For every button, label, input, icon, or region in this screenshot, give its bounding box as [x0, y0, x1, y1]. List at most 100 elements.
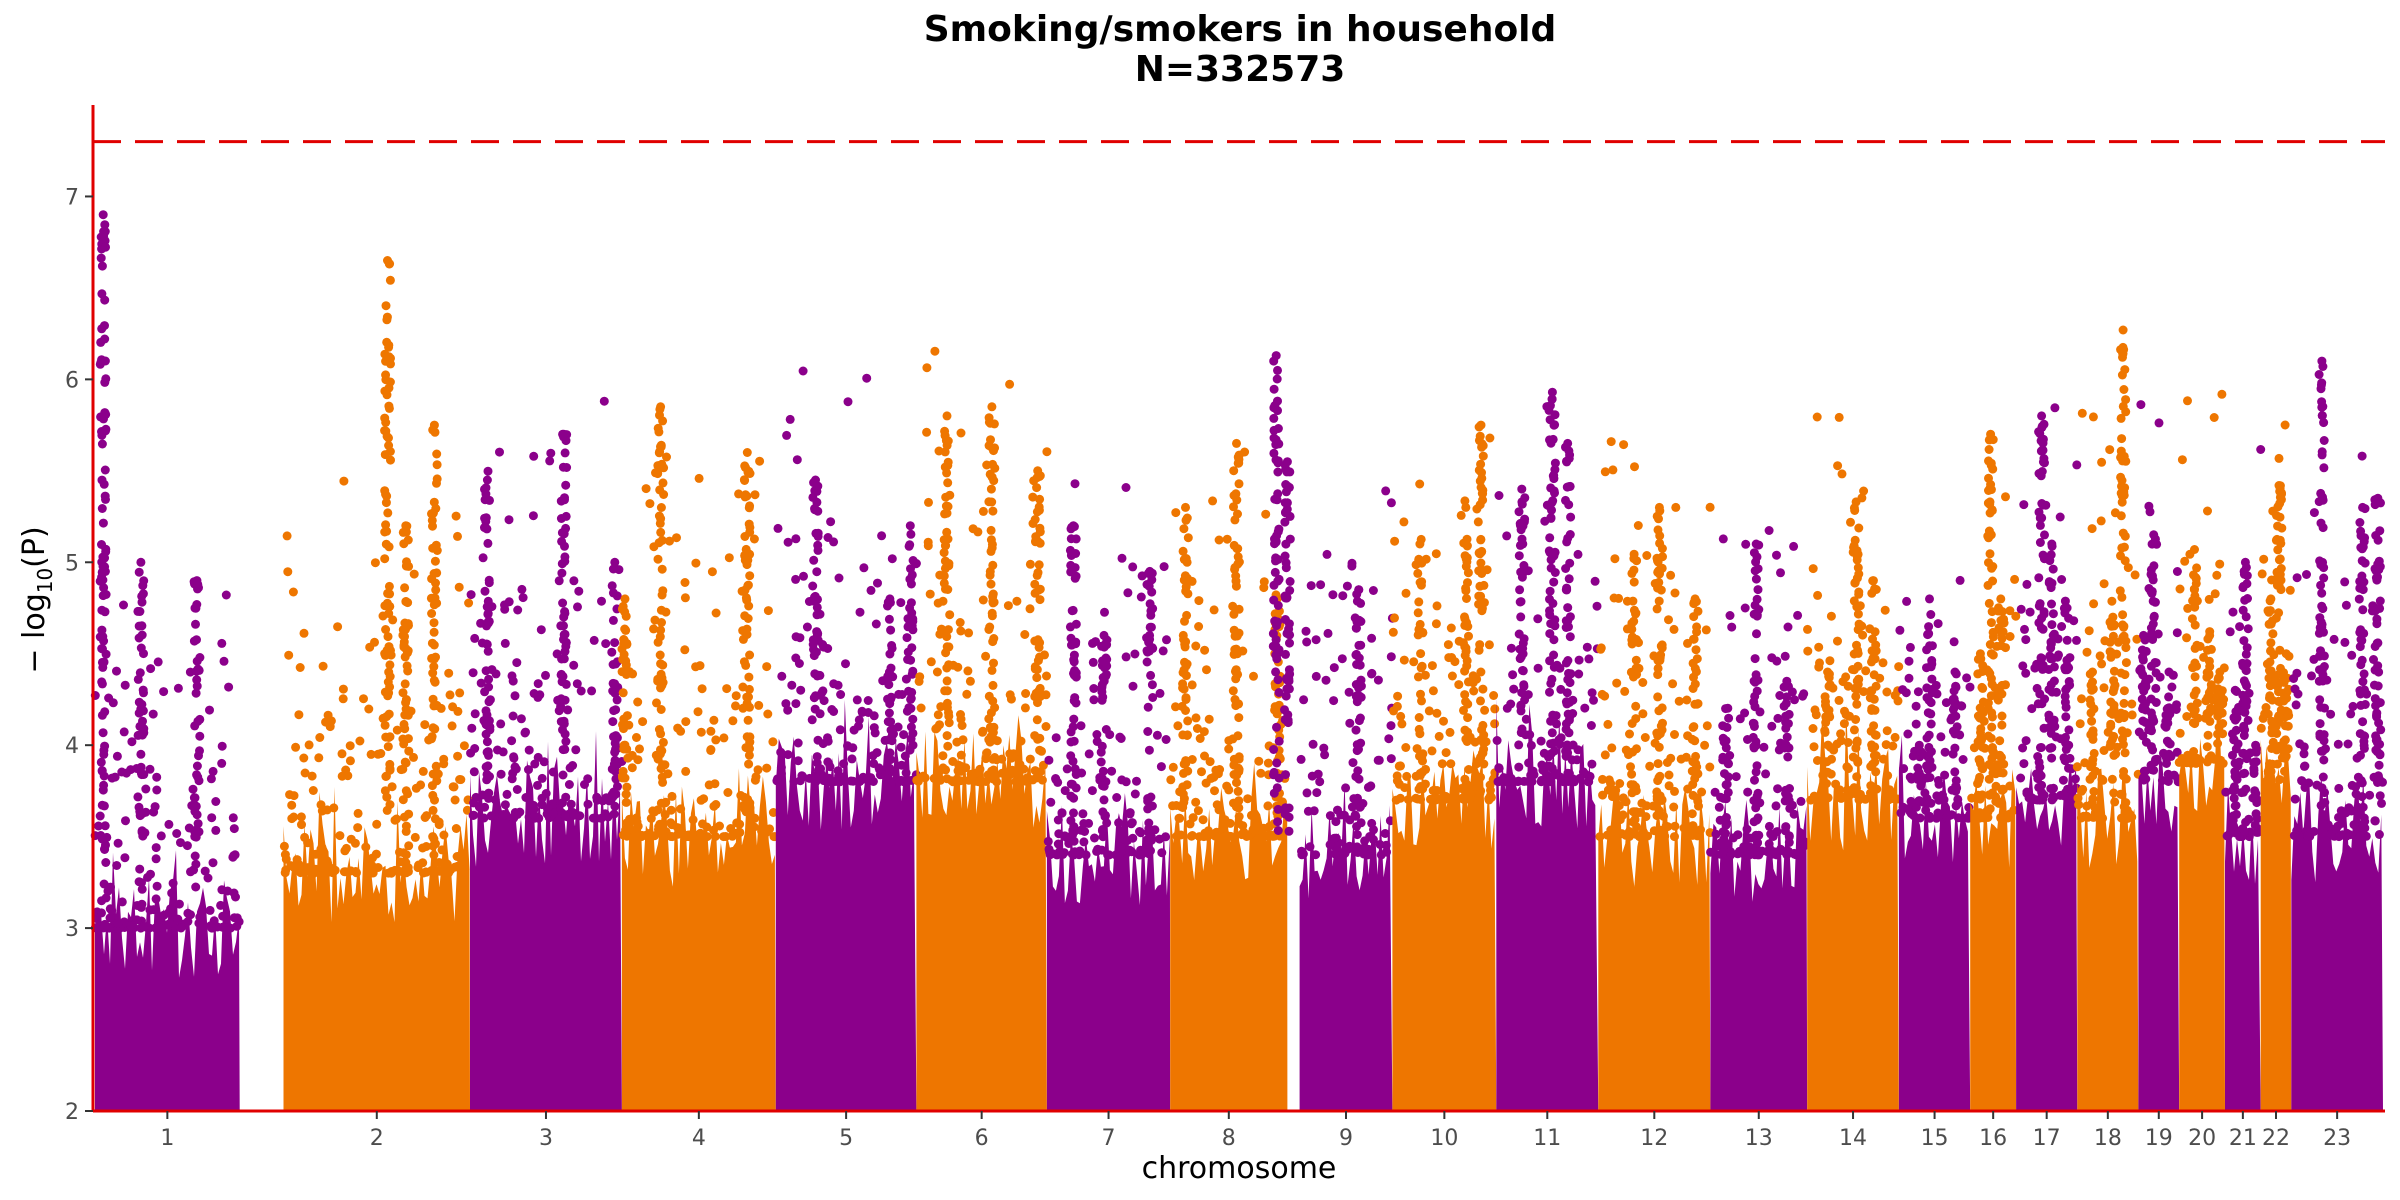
- snp-point: [1458, 638, 1468, 648]
- snp-point: [1198, 815, 1208, 825]
- snp-point: [812, 610, 822, 620]
- snp-point: [229, 824, 239, 834]
- snp-point: [97, 430, 107, 440]
- snp-point: [447, 721, 457, 731]
- snp-point: [1386, 754, 1396, 764]
- snp-point: [638, 717, 648, 727]
- snp-point: [283, 567, 293, 577]
- snp-point: [1833, 787, 1843, 797]
- snp-point: [366, 749, 376, 759]
- snp-point: [2241, 612, 2251, 622]
- snp-point: [1631, 701, 1641, 711]
- snp-point: [938, 751, 948, 761]
- snp-point: [1653, 663, 1663, 673]
- snp-point: [962, 689, 972, 699]
- snp-point: [221, 590, 231, 600]
- snp-point: [2145, 507, 2155, 517]
- snp-point: [1460, 614, 1470, 624]
- snp-point: [2221, 787, 2231, 797]
- snp-point: [1143, 727, 1153, 736]
- snp-point: [589, 635, 599, 645]
- peak-point: [2251, 740, 2261, 750]
- snp-point: [681, 766, 691, 776]
- snp-point: [1903, 729, 1913, 739]
- snp-point: [1721, 820, 1731, 830]
- snp-point: [787, 680, 797, 690]
- chart-subtitle: N=332573: [1135, 49, 1346, 90]
- snp-point: [2085, 774, 2095, 784]
- snp-point: [1949, 696, 1959, 706]
- peak-point: [1690, 594, 1700, 604]
- snp-point: [854, 777, 864, 787]
- snp-point: [545, 456, 555, 466]
- snp-point: [955, 618, 965, 627]
- snp-point: [1994, 623, 2004, 633]
- snp-point: [1514, 551, 1524, 561]
- snp-point: [1306, 581, 1316, 591]
- snp-point: [353, 808, 363, 818]
- snp-point: [190, 721, 200, 731]
- snp-point: [1342, 581, 1352, 591]
- snp-point: [633, 697, 643, 707]
- snp-point: [870, 728, 880, 738]
- snp-point: [2228, 785, 2238, 795]
- snp-point: [1443, 640, 1453, 650]
- snp-point: [455, 851, 465, 861]
- snp-point: [1401, 743, 1411, 752]
- snp-point: [294, 710, 304, 720]
- snp-point: [1638, 709, 1648, 719]
- snp-point: [1080, 827, 1090, 836]
- snp-point: [745, 803, 755, 813]
- snp-point: [653, 554, 663, 564]
- snp-point: [97, 625, 107, 635]
- snp-point: [318, 661, 328, 671]
- snp-point: [191, 859, 201, 869]
- snp-point: [97, 908, 106, 918]
- snp-point: [1373, 675, 1383, 685]
- snp-point: [916, 703, 926, 713]
- snp-point: [1913, 763, 1923, 773]
- chromosome-18-dense-band: [2077, 768, 2139, 1111]
- snp-point: [1800, 841, 1809, 851]
- snp-point: [195, 653, 205, 662]
- snp-point: [134, 621, 144, 631]
- snp-point: [1199, 832, 1209, 842]
- snp-point: [101, 242, 110, 252]
- snp-point: [1356, 640, 1366, 650]
- snp-point: [1674, 696, 1684, 706]
- snp-point: [2062, 635, 2072, 645]
- snp-point: [1181, 706, 1190, 715]
- snp-point: [653, 676, 663, 686]
- snp-point: [2249, 765, 2259, 775]
- snp-point: [1724, 713, 1734, 723]
- peak-point: [2149, 530, 2159, 540]
- chromosome-10-points: [1388, 420, 1500, 1111]
- snp-point: [1104, 850, 1114, 860]
- snp-point: [450, 862, 460, 872]
- snp-point: [1803, 646, 1813, 656]
- snp-point: [382, 312, 392, 322]
- snp-point: [1652, 801, 1661, 811]
- snp-point: [524, 765, 533, 775]
- snp-point: [1356, 675, 1366, 685]
- snp-point: [706, 726, 716, 736]
- snp-point: [611, 744, 620, 754]
- snp-point: [1135, 827, 1144, 836]
- snp-point: [702, 822, 712, 832]
- snp-point: [1668, 679, 1678, 689]
- snp-point: [561, 792, 571, 802]
- snp-point: [1329, 833, 1339, 843]
- snp-point: [834, 573, 844, 583]
- snp-point: [384, 609, 394, 618]
- snp-point: [510, 762, 520, 772]
- snp-point: [907, 570, 917, 580]
- snp-point: [1995, 750, 2005, 760]
- snp-point: [1395, 793, 1405, 803]
- snp-point: [745, 650, 755, 660]
- snp-point: [1460, 666, 1470, 676]
- snp-point: [1654, 773, 1664, 783]
- snp-point: [1985, 549, 1995, 559]
- snp-point: [1508, 670, 1518, 680]
- snp-point: [2132, 634, 2142, 644]
- snp-point: [1070, 479, 1080, 489]
